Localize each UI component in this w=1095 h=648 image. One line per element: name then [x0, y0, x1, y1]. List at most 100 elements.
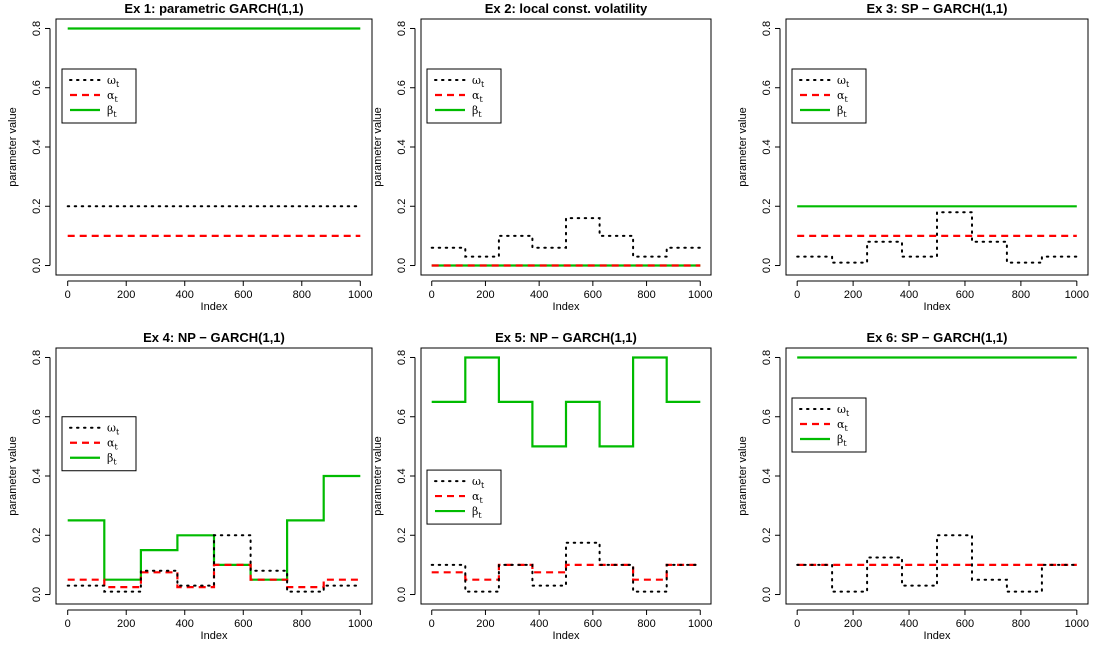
series-line-omega: [430, 541, 702, 593]
legend-label: ωt: [107, 74, 120, 89]
y-tick-label: 0.2: [761, 199, 773, 214]
x-axis-label: Index: [553, 630, 580, 642]
series-line-omega: [430, 217, 702, 258]
y-tick-label: 0.8: [396, 350, 408, 365]
legend-label: αt: [472, 490, 483, 505]
y-tick-label: 0.0: [761, 258, 773, 273]
x-tick-label: 1000: [688, 618, 712, 630]
x-tick-label: 0: [429, 289, 435, 301]
y-tick-label: 0.0: [31, 587, 43, 602]
y-axis-label: parameter value: [372, 436, 384, 516]
y-tick-label: 0.4: [396, 468, 408, 483]
x-tick-label: 200: [117, 618, 135, 630]
y-tick-label: 0.6: [761, 80, 773, 95]
y-tick-label: 0.6: [396, 80, 408, 95]
x-tick-label: 600: [956, 618, 974, 630]
x-axis-label: Index: [201, 301, 228, 313]
x-tick-label: 400: [900, 289, 918, 301]
x-axis-label: Index: [201, 630, 228, 642]
y-tick-label: 0.4: [761, 468, 773, 483]
x-tick-label: 800: [637, 289, 655, 301]
y-axis-label: parameter value: [7, 436, 19, 516]
plot-frame: [55, 18, 373, 276]
y-tick-label: 0.8: [31, 21, 43, 36]
y-axis-label: parameter value: [737, 436, 749, 516]
x-tick-label: 1000: [348, 289, 372, 301]
x-tick-label: 400: [530, 618, 548, 630]
legend-label: ωt: [837, 403, 850, 418]
plot-frame: [420, 347, 712, 605]
legend-label: βt: [837, 433, 847, 448]
series-line-omega: [66, 534, 362, 593]
x-tick-label: 800: [1012, 618, 1030, 630]
chart-title: Ex 4: NP − GARCH(1,1): [143, 330, 285, 345]
series-line-beta: [431, 356, 701, 448]
chart-title: Ex 5: NP − GARCH(1,1): [495, 330, 637, 345]
y-tick-label: 0.0: [761, 587, 773, 602]
plot-frame: [785, 347, 1089, 605]
x-tick-label: 600: [956, 289, 974, 301]
x-axis-label: Index: [553, 301, 580, 313]
x-tick-label: 400: [900, 618, 918, 630]
chart-panel-6: Ex 6: SP − GARCH(1,1) 0 200 400 600 800 1000 0.…: [737, 330, 1089, 642]
x-axis-label: Index: [924, 301, 951, 313]
y-tick-label: 0.4: [31, 468, 43, 483]
legend-label: αt: [107, 437, 118, 452]
x-tick-label: 1000: [1065, 618, 1089, 630]
x-tick-label: 0: [429, 618, 435, 630]
chart-title: Ex 6: SP − GARCH(1,1): [866, 330, 1007, 345]
y-tick-label: 0.6: [761, 409, 773, 424]
x-tick-label: 200: [844, 289, 862, 301]
plot-frame: [785, 18, 1089, 276]
chart-panel-1: Ex 1: parametric GARCH(1,1) 0 200 400 600 800…: [7, 1, 373, 313]
x-tick-label: 1000: [1065, 289, 1089, 301]
legend-label: βt: [837, 104, 847, 119]
chart-title: Ex 3: SP − GARCH(1,1): [866, 1, 1007, 16]
x-tick-label: 600: [584, 618, 602, 630]
x-tick-label: 200: [476, 289, 494, 301]
y-tick-label: 0.6: [31, 409, 43, 424]
legend-label: ωt: [837, 74, 850, 89]
x-tick-label: 200: [117, 289, 135, 301]
x-tick-label: 0: [65, 289, 71, 301]
x-tick-label: 400: [176, 618, 194, 630]
y-tick-label: 0.2: [31, 199, 43, 214]
x-tick-label: 0: [794, 618, 800, 630]
legend-label: βt: [107, 104, 117, 119]
legend-label: βt: [472, 505, 482, 520]
legend-label: αt: [107, 89, 118, 104]
y-tick-label: 0.6: [396, 409, 408, 424]
series-line-alpha: [431, 563, 701, 581]
chart-panel-5: Ex 5: NP − GARCH(1,1) 0 200 400 600 800 1000 0.…: [372, 330, 713, 642]
plot-frame: [55, 347, 373, 605]
legend-label: αt: [472, 89, 483, 104]
y-tick-label: 0.0: [396, 587, 408, 602]
y-tick-label: 0.0: [31, 258, 43, 273]
y-tick-label: 0.4: [396, 139, 408, 154]
y-tick-label: 0.2: [396, 199, 408, 214]
y-tick-label: 0.4: [761, 139, 773, 154]
y-tick-label: 0.8: [761, 21, 773, 36]
x-tick-label: 600: [584, 289, 602, 301]
chart-title: Ex 1: parametric GARCH(1,1): [124, 1, 303, 16]
x-tick-label: 600: [234, 289, 252, 301]
y-axis-label: parameter value: [7, 107, 19, 187]
chart-panel-4: Ex 4: NP − GARCH(1,1) 0 200 400 600 800 1000 0.…: [7, 330, 373, 642]
y-tick-label: 0.8: [396, 21, 408, 36]
x-tick-label: 200: [844, 618, 862, 630]
legend-label: βt: [107, 452, 117, 467]
x-tick-label: 800: [1012, 289, 1030, 301]
y-axis-label: parameter value: [737, 107, 749, 187]
chart-title: Ex 2: local const. volatility: [485, 1, 648, 16]
y-tick-label: 0.0: [396, 258, 408, 273]
y-tick-label: 0.4: [31, 139, 43, 154]
y-tick-label: 0.8: [761, 350, 773, 365]
series-line-omega: [796, 211, 1078, 264]
y-tick-label: 0.2: [396, 528, 408, 543]
x-tick-label: 0: [65, 618, 71, 630]
y-tick-label: 0.2: [31, 528, 43, 543]
